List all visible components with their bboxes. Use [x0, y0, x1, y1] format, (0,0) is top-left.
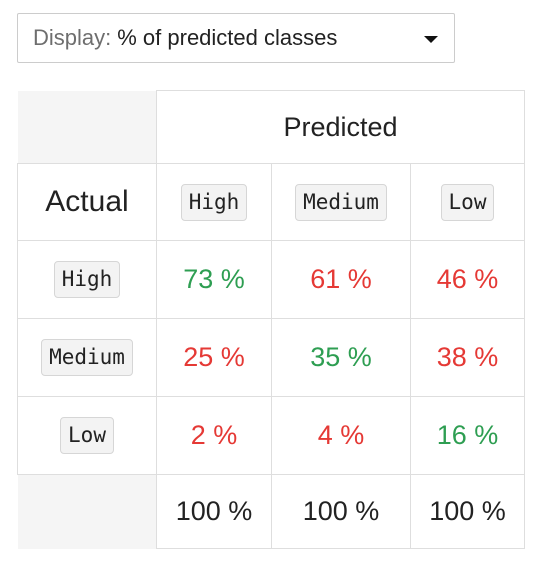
actual-class-high: High — [17, 240, 157, 319]
class-tag: Low — [60, 417, 114, 454]
class-tag: High — [53, 261, 121, 298]
display-select[interactable]: Display: % of predicted classes — [17, 13, 455, 63]
matrix-cell: 16 % — [410, 396, 525, 475]
class-tag: Low — [440, 183, 495, 221]
percent-value: 4 % — [317, 420, 365, 450]
total-value: 100 % — [429, 496, 506, 526]
confusion-matrix: Predicted Actual High Medium Low High 73… — [17, 90, 525, 549]
display-value: % of predicted classes — [117, 25, 338, 50]
class-tag: Medium — [41, 339, 133, 376]
total-value: 100 % — [175, 496, 253, 526]
predicted-class-high: High — [156, 163, 272, 241]
total-cell: 100 % — [410, 474, 525, 549]
percent-value: 35 % — [310, 342, 372, 372]
matrix-cell: 46 % — [410, 240, 525, 319]
header-row: Predicted — [17, 90, 525, 164]
actual-header: Actual — [17, 163, 157, 241]
chevron-down-icon — [424, 36, 438, 43]
matrix-cell: 38 % — [410, 318, 525, 397]
matrix-cell: 25 % — [156, 318, 272, 397]
class-tag: Medium — [295, 183, 387, 221]
percent-value: 2 % — [190, 420, 238, 450]
total-cell: 100 % — [156, 474, 272, 549]
percent-value: 38 % — [436, 342, 499, 372]
actual-class-low: Low — [17, 396, 157, 475]
matrix-cell: 4 % — [271, 396, 411, 475]
actual-title: Actual — [45, 185, 129, 218]
totals-corner-cell — [17, 474, 157, 549]
percent-value: 46 % — [436, 264, 499, 294]
matrix-cell: 61 % — [271, 240, 411, 319]
predicted-header: Predicted — [156, 90, 525, 164]
table-row: High 73 % 61 % 46 % — [17, 240, 525, 319]
table-row: Low 2 % 4 % 16 % — [17, 396, 525, 475]
percent-value: 25 % — [183, 342, 245, 372]
total-cell: 100 % — [271, 474, 411, 549]
matrix-cell: 35 % — [271, 318, 411, 397]
predicted-title: Predicted — [283, 111, 398, 142]
percent-value: 61 % — [310, 264, 372, 294]
display-label: Display: — [33, 25, 112, 50]
percent-value: 73 % — [183, 264, 245, 294]
percent-value: 16 % — [436, 420, 499, 450]
matrix-cell: 2 % — [156, 396, 272, 475]
table-row: Medium 25 % 35 % 38 % — [17, 318, 525, 397]
matrix-cell: 73 % — [156, 240, 272, 319]
actual-class-medium: Medium — [17, 318, 157, 397]
predicted-class-medium: Medium — [271, 163, 411, 241]
class-header-row: Actual High Medium Low — [17, 163, 525, 241]
corner-cell — [17, 90, 157, 164]
total-value: 100 % — [302, 496, 380, 526]
class-tag: High — [180, 183, 248, 221]
predicted-class-low: Low — [410, 163, 525, 241]
totals-row: 100 % 100 % 100 % — [17, 474, 525, 549]
